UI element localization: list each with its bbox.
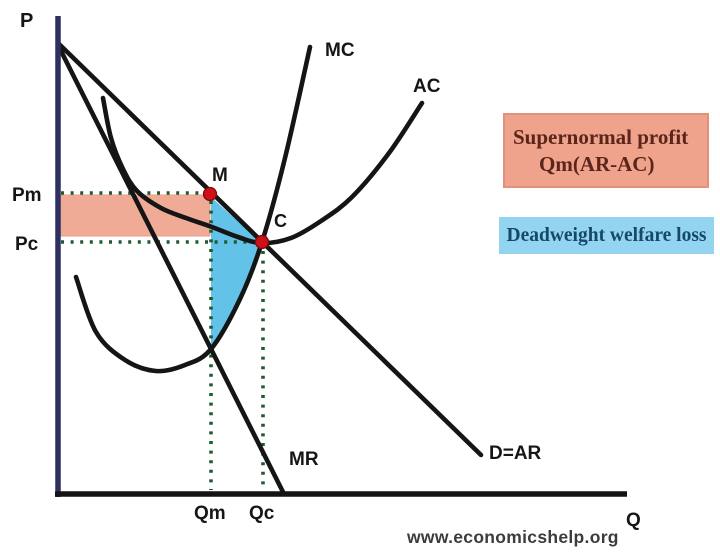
legend-deadweight-text: Deadweight welfare loss	[506, 224, 707, 246]
watermark: www.economicshelp.org	[407, 527, 619, 547]
legend-deadweight-loss: Deadweight welfare loss	[499, 217, 714, 254]
p-axis-label: P	[20, 10, 33, 32]
mc-curve	[73, 44, 313, 374]
pm-label: Pm	[12, 185, 42, 206]
point-c	[254, 234, 270, 250]
qc-label: Qc	[249, 503, 275, 524]
c-point-label: C	[274, 211, 287, 231]
q-axis-label: Q	[626, 510, 641, 531]
legend-supernormal-line2: Qm(AR-AC)	[539, 152, 655, 177]
demand-curve	[56, 41, 484, 458]
pc-label: Pc	[15, 234, 39, 255]
legend-supernormal-line1: Supernormal profit	[513, 125, 689, 149]
qm-label: Qm	[194, 503, 226, 524]
ac-label: AC	[413, 76, 441, 97]
m-point-label: M	[212, 165, 228, 186]
mc-label: MC	[325, 40, 355, 61]
mr-curve	[56, 44, 287, 497]
point-m	[202, 186, 218, 202]
mr-label: MR	[289, 449, 319, 470]
ac-curve	[100, 95, 425, 246]
deadweight-loss-area	[211, 197, 262, 349]
legend-supernormal-profit: Supernormal profit Qm(AR-AC)	[503, 113, 709, 188]
dar-label: D=AR	[489, 443, 542, 464]
